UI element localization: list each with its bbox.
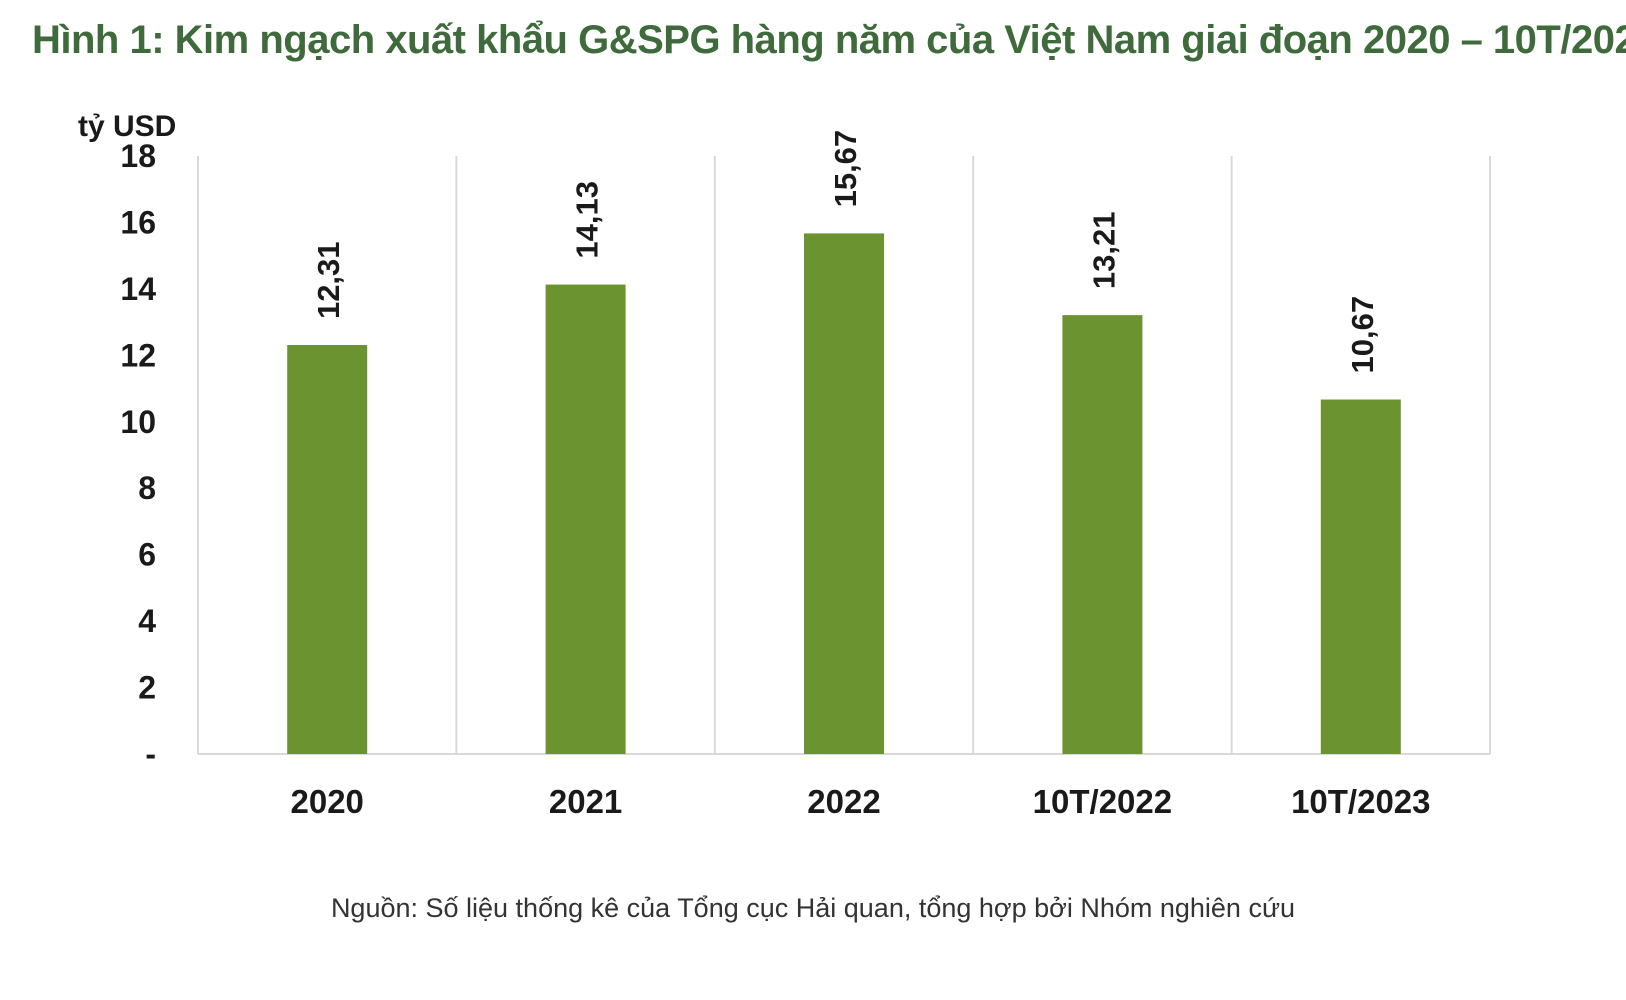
bar	[804, 233, 884, 754]
bar-layer	[287, 233, 1401, 754]
bar	[1062, 315, 1143, 754]
y-tick-label: 16	[120, 204, 156, 240]
x-tick-layer: 2020 2021 2022 10T/2022 10T/2023	[290, 783, 1430, 820]
y-tick-label: 18	[120, 138, 156, 174]
bar-chart: tỷ USD - 2 4 6 8 10 12 14 16 18 12,31 14,13 15,67 13…	[78, 110, 1491, 820]
bar	[545, 284, 626, 754]
x-tick-label: 2020	[290, 783, 363, 820]
bar-value-label: 12,31	[311, 241, 346, 319]
bar	[1320, 399, 1401, 754]
x-tick-label: 10T/2023	[1291, 783, 1430, 820]
y-tick-label: 12	[120, 337, 156, 373]
x-tick-label: 2021	[549, 783, 622, 820]
y-tick-label: 4	[138, 603, 156, 639]
y-tick-label: 6	[138, 537, 156, 573]
bar-value-label: 14,13	[570, 181, 605, 259]
y-tick-label: 14	[120, 271, 156, 307]
y-tick-label: 8	[138, 470, 156, 506]
x-tick-label: 10T/2022	[1033, 783, 1172, 820]
y-tick-label: 2	[138, 670, 156, 706]
bar-value-label: 10,67	[1345, 296, 1380, 374]
x-tick-label: 2022	[807, 783, 880, 820]
bar-value-label: 13,21	[1086, 212, 1121, 290]
source-note: Nguồn: Số liệu thống kê của Tổng cục Hải…	[330, 893, 1296, 923]
bar-value-label: 15,67	[828, 130, 863, 208]
y-tick-layer: - 2 4 6 8 10 12 14 16 18	[120, 138, 156, 772]
y-axis-unit-label: tỷ USD	[78, 110, 176, 143]
y-tick-label: -	[145, 736, 156, 772]
y-tick-label: 10	[120, 404, 156, 440]
chart-title: Hình 1: Kim ngạch xuất khẩu G&SPG hàng n…	[32, 18, 1626, 62]
value-label-layer: 12,31 14,13 15,67 13,21 10,67	[311, 130, 1380, 374]
bar	[287, 345, 368, 754]
